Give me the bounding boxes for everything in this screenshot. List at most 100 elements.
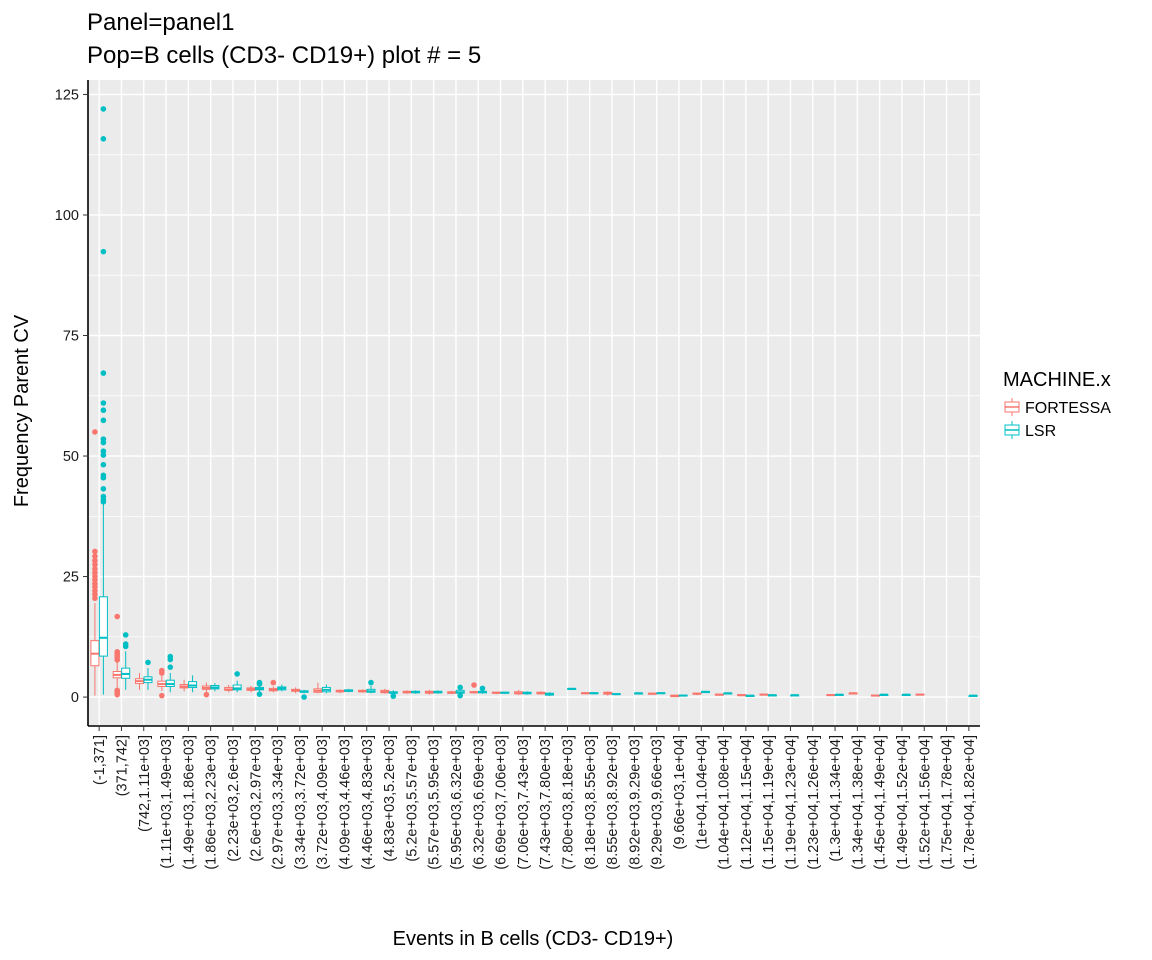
y-axis-ticks: 0 25 50 75 100 125 xyxy=(55,87,88,706)
outlier-point xyxy=(92,566,98,572)
x-tick-label: (9.66e+03,1e+04] xyxy=(672,735,688,850)
legend-title: MACHINE.x xyxy=(1003,369,1111,391)
box-group xyxy=(201,682,211,698)
box-group xyxy=(447,690,457,695)
x-tick-label: (7.80e+03,8.18e+03] xyxy=(560,735,576,870)
x-tick-label: (-1,371] xyxy=(92,735,108,785)
plot-panel xyxy=(88,80,980,726)
x-tick-label: (3.34e+03,3.72e+03] xyxy=(293,735,309,870)
box-group xyxy=(380,688,390,694)
outlier-point xyxy=(92,573,98,580)
box-group xyxy=(98,106,108,695)
box-group xyxy=(647,692,657,695)
y-tick-label: 50 xyxy=(63,449,79,465)
x-tick-label: (1.49e+04,1.52e+04] xyxy=(895,735,911,870)
box-group xyxy=(455,684,465,699)
box-group xyxy=(299,689,309,700)
x-tick-label: (4.09e+03,4.46e+03] xyxy=(337,735,353,870)
outlier-point xyxy=(92,588,98,594)
box-group xyxy=(879,693,889,696)
y-tick-label: 100 xyxy=(55,208,79,224)
box-group xyxy=(500,691,510,694)
x-tick-label: (4.83e+03,5.2e+03] xyxy=(382,735,398,862)
box-group xyxy=(544,692,554,697)
box-group xyxy=(433,690,443,694)
x-tick-label: (8.18e+03,8.55e+03] xyxy=(583,735,599,870)
box-group xyxy=(165,653,175,693)
x-tick-label: (742,1.11e+03] xyxy=(137,735,153,832)
outlier-point xyxy=(100,136,107,142)
outlier-point xyxy=(100,461,107,468)
x-tick-label: (1.49e+03,1.86e+03] xyxy=(181,735,197,870)
outlier-point xyxy=(256,679,263,686)
box-group xyxy=(790,694,800,697)
x-axis-ticks: (-1,371] (371,742] (742,1.11e+03] (1.11e+03… xyxy=(92,726,978,870)
box-group xyxy=(188,675,198,693)
x-tick-label: (2.97e+03,3.34e+03] xyxy=(271,735,287,870)
y-axis-title: Frequency Parent CV xyxy=(11,314,33,507)
box-group xyxy=(232,671,242,693)
x-tick-label: (1.12e+04,1.15e+04] xyxy=(739,735,755,870)
box-group xyxy=(357,689,368,693)
outlier-point xyxy=(92,548,98,555)
box-group xyxy=(268,679,278,693)
x-tick-label: (2.6e+03,2.97e+03] xyxy=(248,735,264,862)
x-tick-label: (4.46e+03,4.83e+03] xyxy=(360,735,376,870)
outlier-point xyxy=(100,493,107,500)
outlier-point xyxy=(301,694,307,700)
legend: MACHINE.x FORTESSA LSR xyxy=(1003,369,1111,440)
y-tick-label: 0 xyxy=(71,690,79,706)
outlier-point xyxy=(92,569,98,576)
outlier-point xyxy=(100,436,107,442)
y-tick-label: 75 xyxy=(63,329,79,345)
box-group xyxy=(767,694,777,697)
outlier-point xyxy=(100,407,107,414)
x-tick-label: (3.72e+03,4.09e+03] xyxy=(315,735,331,870)
box-group xyxy=(112,613,122,698)
x-tick-label: (1.15e+04,1.19e+04] xyxy=(761,735,777,870)
outlier-point xyxy=(100,370,107,376)
chart-subtitle: Pop=B cells (CD3- CD19+) plot # = 5 xyxy=(87,42,481,69)
x-tick-label: (1e+04,1.04e+04] xyxy=(694,735,710,850)
outlier-point xyxy=(92,553,98,560)
outlier-point xyxy=(100,452,107,458)
box-group xyxy=(848,692,858,695)
outlier-point xyxy=(100,248,107,255)
x-axis-title: Events in B cells (CD3- CD19+) xyxy=(393,928,674,950)
box-group xyxy=(901,693,911,696)
box-group xyxy=(915,693,925,696)
y-tick-label: 25 xyxy=(63,570,79,586)
x-tick-label: (1.19e+04,1.23e+04] xyxy=(783,735,799,870)
box-group xyxy=(143,659,153,690)
outlier-point xyxy=(100,472,107,479)
box-group xyxy=(522,691,532,695)
outlier-point xyxy=(479,685,486,692)
x-tick-label: (6.69e+03,7.06e+03] xyxy=(494,735,510,870)
box-group xyxy=(210,683,220,692)
legend-key-lsr: LSR xyxy=(1004,421,1056,440)
box-group xyxy=(567,687,577,690)
outlier-point xyxy=(122,632,129,638)
box-group xyxy=(700,690,711,694)
x-tick-label: (1.11e+03,1.49e+03] xyxy=(159,735,175,869)
box-marks xyxy=(90,106,978,700)
box-group xyxy=(477,685,488,694)
outlier-point xyxy=(122,641,129,647)
box-group xyxy=(826,694,836,697)
outlier-point xyxy=(256,691,263,697)
outlier-point xyxy=(159,692,165,699)
box-group xyxy=(589,692,599,695)
outlier-point xyxy=(100,417,107,424)
box-group xyxy=(344,688,354,693)
box-group xyxy=(121,632,131,690)
x-tick-label: (7.06e+03,7.43e+03] xyxy=(516,735,532,870)
box-group xyxy=(157,667,167,699)
box-group xyxy=(745,694,755,697)
outlier-point xyxy=(368,679,374,686)
x-tick-label: (6.32e+03,6.69e+03] xyxy=(471,735,487,870)
box-group xyxy=(634,692,644,695)
x-tick-label: (5.2e+03,5.57e+03] xyxy=(404,735,420,862)
x-tick-label: (1.86e+03,2.23e+03] xyxy=(204,735,220,870)
x-tick-label: (8.92e+03,9.29e+03] xyxy=(627,735,643,870)
outlier-point xyxy=(100,400,107,406)
